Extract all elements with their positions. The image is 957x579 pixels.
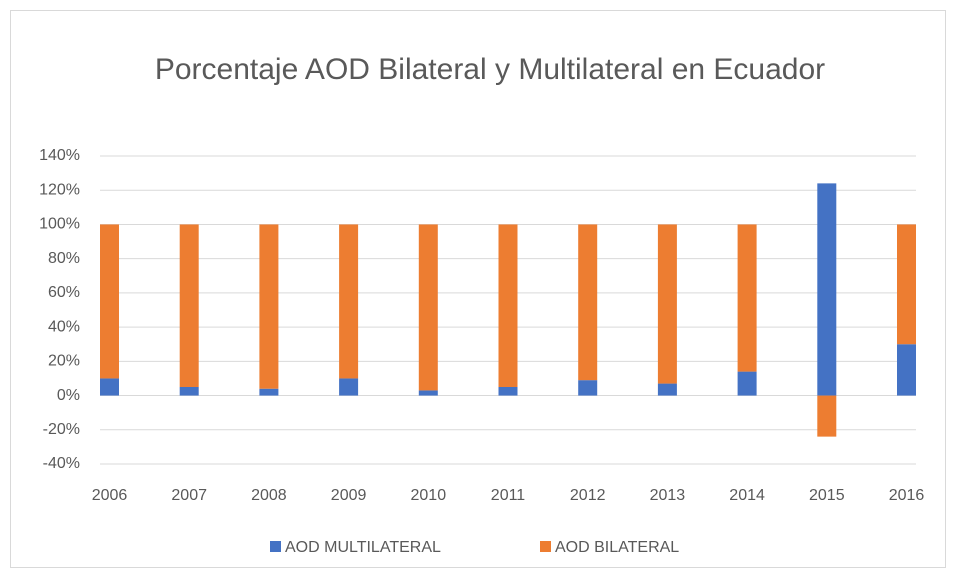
legend-swatch <box>270 541 281 552</box>
x-tick-label: 2012 <box>570 487 606 504</box>
y-tick-label: -20% <box>43 421 80 438</box>
bar <box>897 344 916 396</box>
bar <box>657 383 677 396</box>
y-tick-label: 20% <box>48 353 80 370</box>
bar <box>418 224 438 391</box>
bar <box>100 224 119 379</box>
bar <box>498 224 518 387</box>
x-tick-label: 2015 <box>809 487 845 504</box>
x-tick-label: 2009 <box>331 487 367 504</box>
bar <box>339 378 359 396</box>
bar <box>179 224 199 387</box>
y-tick-label: 120% <box>39 181 80 198</box>
bar <box>737 224 757 372</box>
x-tick-label: 2006 <box>92 487 128 504</box>
chart-frame <box>10 10 946 568</box>
bar <box>657 224 677 384</box>
bar <box>578 224 598 381</box>
y-tick-label: 80% <box>48 250 80 267</box>
bar <box>418 390 438 396</box>
x-tick-label: 2013 <box>650 487 686 504</box>
bar <box>339 224 359 379</box>
bar <box>817 183 837 396</box>
x-tick-label: 2007 <box>171 487 207 504</box>
legend-label: AOD MULTILATERAL <box>285 539 441 556</box>
bar <box>578 380 598 396</box>
y-tick-label: 100% <box>39 216 80 233</box>
bar <box>179 387 199 396</box>
x-tick-label: 2010 <box>411 487 447 504</box>
bar <box>897 224 916 345</box>
bar <box>817 395 837 437</box>
x-tick-label: 2011 <box>491 487 526 504</box>
chart-title: Porcentaje AOD Bilateral y Multilateral … <box>154 53 826 86</box>
y-tick-label: 60% <box>48 284 80 301</box>
x-tick-label: 2016 <box>889 487 925 504</box>
bar <box>259 388 279 396</box>
y-tick-label: 40% <box>48 318 80 335</box>
bar <box>498 387 518 396</box>
y-tick-label: 140% <box>39 147 80 164</box>
legend-label: AOD BILATERAL <box>555 539 679 556</box>
bar <box>100 378 119 396</box>
bar <box>737 371 757 396</box>
bar <box>259 224 279 389</box>
y-tick-label: -40% <box>43 455 80 472</box>
x-tick-label: 2014 <box>729 487 765 504</box>
x-tick-label: 2008 <box>251 487 287 504</box>
legend-swatch <box>540 541 551 552</box>
y-tick-label: 0% <box>57 387 80 404</box>
